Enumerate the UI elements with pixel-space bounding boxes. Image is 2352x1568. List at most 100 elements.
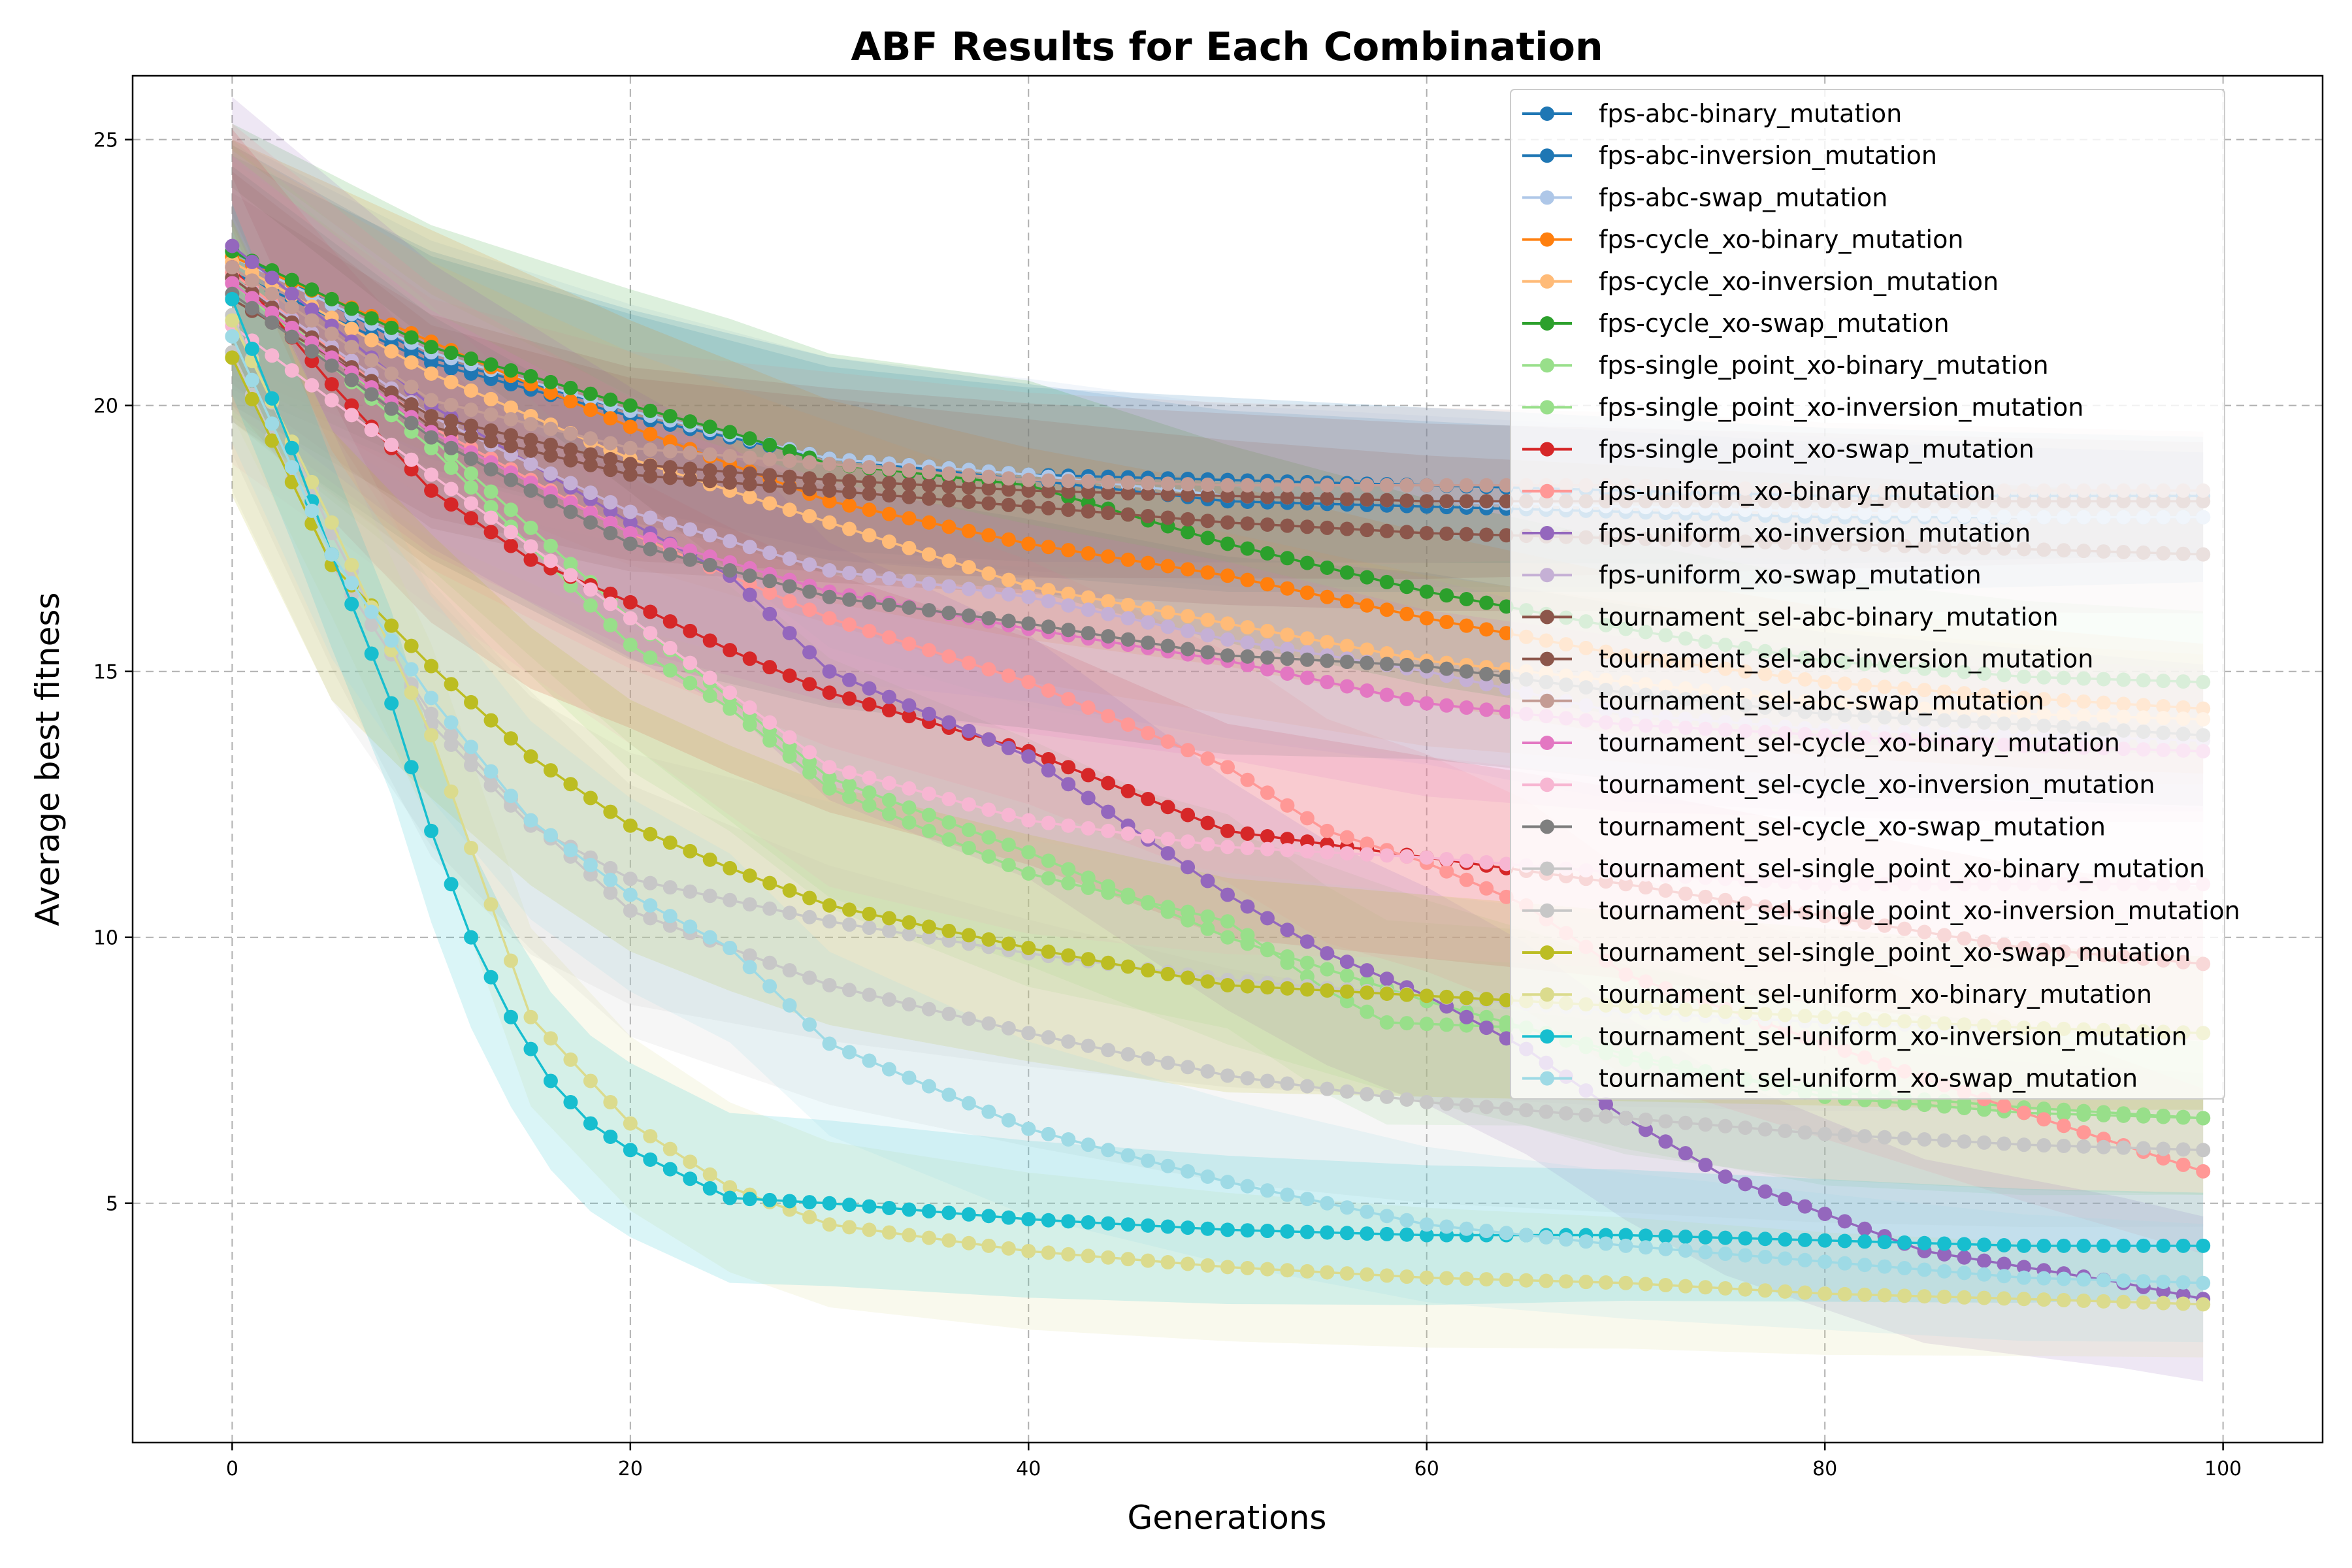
data-point	[1539, 1230, 1554, 1245]
data-point	[822, 1217, 837, 1232]
data-point	[702, 1181, 717, 1196]
data-point	[1479, 1100, 1494, 1115]
data-point	[742, 1192, 757, 1207]
data-point	[1559, 1274, 1574, 1289]
data-point	[1200, 1064, 1215, 1079]
data-point	[1081, 1215, 1096, 1230]
data-point	[941, 1233, 956, 1248]
data-point	[1638, 1240, 1653, 1255]
data-point	[1141, 615, 1156, 630]
data-point	[1280, 478, 1295, 493]
y-tick-label: 15	[93, 661, 118, 684]
data-point	[941, 715, 956, 730]
data-point	[1120, 632, 1135, 647]
data-point	[1220, 914, 1235, 929]
data-point	[1339, 955, 1354, 970]
data-point	[1041, 1245, 1056, 1260]
legend-swatch-marker	[1540, 148, 1554, 163]
data-point	[543, 763, 558, 778]
data-point	[1320, 1265, 1335, 1280]
data-point	[822, 914, 837, 929]
data-point	[802, 455, 817, 470]
data-point	[1419, 1017, 1434, 1032]
data-point	[225, 313, 240, 328]
data-point	[1181, 904, 1196, 919]
legend-label: fps-single_point_xo-swap_mutation	[1599, 435, 2034, 464]
data-point	[921, 1203, 936, 1218]
data-point	[1698, 1230, 1713, 1245]
data-point	[1778, 1123, 1793, 1138]
data-point	[842, 474, 857, 489]
data-point	[1220, 1068, 1235, 1083]
data-point	[643, 532, 658, 547]
data-point	[1379, 986, 1394, 1001]
data-point	[842, 672, 857, 687]
data-point	[643, 650, 658, 665]
data-point	[1280, 551, 1295, 566]
data-point	[1260, 638, 1275, 653]
data-point	[822, 457, 837, 472]
data-point	[2176, 1142, 2191, 1157]
data-point	[1778, 1251, 1793, 1266]
data-point	[842, 777, 857, 792]
legend-swatch-marker	[1540, 106, 1554, 121]
data-point	[1280, 955, 1295, 970]
data-point	[2076, 1272, 2091, 1287]
legend-label: fps-cycle_xo-inversion_mutation	[1599, 267, 1999, 296]
data-point	[304, 503, 319, 518]
data-point	[1360, 642, 1375, 657]
legend-label: fps-abc-swap_mutation	[1599, 183, 1887, 212]
data-point	[1379, 574, 1394, 589]
data-point	[563, 557, 578, 572]
data-point	[1339, 594, 1354, 609]
data-point	[1101, 594, 1116, 609]
data-point	[1041, 1213, 1056, 1228]
data-point	[981, 662, 996, 677]
data-point	[1379, 1089, 1394, 1104]
data-point	[1081, 821, 1096, 836]
data-point	[1220, 930, 1235, 945]
data-point	[921, 491, 936, 506]
data-point	[643, 626, 658, 641]
series-line	[231, 245, 2204, 1300]
data-point	[1419, 1217, 1434, 1232]
data-point	[1081, 1249, 1096, 1264]
data-point	[782, 469, 797, 484]
data-point	[1797, 1285, 1812, 1300]
data-point	[702, 419, 717, 434]
data-point	[583, 515, 598, 530]
data-point	[1320, 983, 1335, 998]
data-point	[921, 576, 936, 591]
data-point	[941, 519, 956, 534]
data-point	[921, 465, 936, 480]
data-point	[1200, 514, 1215, 529]
data-point	[723, 475, 738, 490]
data-point	[961, 823, 976, 838]
data-point	[1160, 966, 1175, 981]
data-point	[643, 1129, 658, 1144]
data-point	[1141, 829, 1156, 844]
data-point	[1240, 489, 1255, 504]
data-point	[623, 457, 638, 472]
data-point	[802, 1209, 817, 1224]
data-point	[1439, 1271, 1454, 1286]
data-point	[2016, 1238, 2031, 1253]
data-point	[881, 506, 896, 521]
data-point	[1339, 1226, 1354, 1241]
data-point	[842, 1045, 857, 1060]
data-point	[464, 511, 479, 526]
data-point	[1598, 1236, 1613, 1251]
data-point	[2176, 1238, 2191, 1253]
data-point	[284, 329, 299, 344]
data-point	[1061, 598, 1076, 613]
data-point	[1439, 1096, 1454, 1111]
data-point	[583, 386, 598, 401]
data-point	[1539, 1104, 1554, 1119]
data-point	[1678, 1229, 1693, 1244]
data-point	[1897, 1261, 1912, 1276]
data-point	[981, 1238, 996, 1253]
legend-label: fps-uniform_xo-binary_mutation	[1599, 477, 1996, 506]
data-point	[981, 732, 996, 747]
data-point	[384, 344, 399, 359]
data-point	[961, 1235, 976, 1250]
